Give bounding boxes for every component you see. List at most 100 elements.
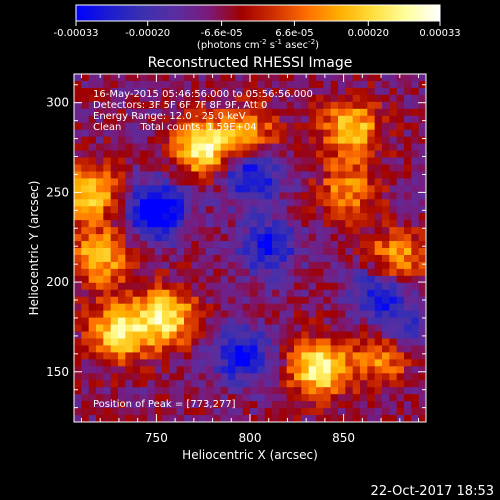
heatmap-cell — [367, 122, 376, 131]
heatmap-cell — [242, 108, 251, 117]
heatmap-cell — [118, 394, 126, 402]
heatmap-cell — [294, 303, 302, 312]
heatmap-cell — [286, 275, 295, 284]
heatmap-cell — [198, 101, 207, 110]
heatmap-cell — [382, 234, 390, 242]
heatmap-cell — [140, 282, 148, 291]
heatmap-cell — [279, 220, 288, 228]
heatmap-cell — [250, 143, 258, 151]
heatmap-cell — [147, 296, 156, 305]
heatmap-cell — [396, 101, 405, 110]
heatmap-cell — [316, 129, 324, 138]
heatmap-cell — [81, 108, 90, 117]
heatmap-cell — [250, 387, 258, 395]
heatmap-cell — [125, 206, 134, 214]
heatmap-cell — [374, 108, 383, 117]
heatmap-cell — [389, 331, 398, 339]
heatmap-cell — [286, 206, 295, 214]
heatmap-cell — [228, 178, 236, 186]
heatmap-cell — [374, 268, 383, 277]
heatmap-cell — [360, 74, 368, 82]
heatmap-cell — [272, 275, 280, 284]
heatmap-cell — [81, 324, 90, 332]
heatmap-cell — [330, 331, 339, 339]
heatmap-cell — [81, 164, 90, 172]
heatmap-cell — [147, 80, 156, 89]
heatmap-cell — [206, 359, 214, 367]
heatmap-cell — [235, 157, 244, 165]
heatmap-cell — [206, 178, 214, 186]
heatmap-cell — [74, 394, 82, 402]
heatmap-cell — [360, 373, 368, 381]
heatmap-cell — [345, 157, 354, 165]
heatmap-cell — [235, 331, 244, 339]
heatmap-cell — [352, 254, 361, 263]
heatmap-cell — [418, 331, 427, 339]
heatmap-cell — [411, 282, 420, 291]
heatmap-cell — [272, 331, 280, 339]
heatmap-cell — [323, 401, 332, 409]
heatmap-cell — [338, 115, 346, 124]
heatmap-cell — [96, 206, 104, 214]
heatmap-cell — [235, 234, 244, 242]
heatmap-cell — [198, 164, 207, 172]
heatmap-cell — [213, 408, 222, 416]
heatmap-cell — [103, 80, 112, 89]
heatmap-cell — [242, 192, 251, 200]
heatmap-cell — [110, 268, 119, 277]
heatmap-cell — [125, 74, 134, 82]
heatmap-cell — [96, 129, 104, 138]
heatmap-cell — [411, 150, 420, 158]
heatmap-cell — [286, 338, 295, 346]
heatmap-cell — [206, 303, 214, 312]
heatmap-cell — [228, 74, 236, 82]
heatmap-cell — [411, 227, 420, 235]
heatmap-cell — [228, 310, 236, 318]
heatmap-cell — [110, 359, 119, 367]
heatmap-cell — [250, 289, 258, 298]
heatmap-cell — [367, 136, 376, 144]
heatmap-cell — [206, 241, 214, 249]
heatmap-cell — [118, 338, 126, 346]
heatmap-cell — [198, 380, 207, 388]
heatmap-cell — [352, 296, 361, 305]
heatmap-cell — [360, 352, 368, 360]
heatmap-cell — [250, 324, 258, 332]
heatmap-cell — [308, 164, 317, 172]
heatmap-cell — [169, 80, 178, 89]
heatmap-cell — [198, 185, 207, 193]
heatmap-cell — [96, 275, 104, 284]
heatmap-cell — [235, 268, 244, 277]
heatmap-cell — [330, 303, 339, 312]
heatmap-cell — [294, 192, 302, 200]
heatmap-cell — [272, 352, 280, 360]
heatmap-cell — [396, 310, 405, 318]
heatmap-cell — [382, 366, 390, 374]
heatmap-cell — [81, 157, 90, 165]
heatmap-cell — [103, 254, 112, 263]
heatmap-cell — [418, 352, 427, 360]
heatmap-cell — [213, 415, 222, 423]
heatmap-cell — [74, 310, 82, 318]
heatmap-cell — [110, 317, 119, 325]
heatmap-cell — [88, 408, 97, 416]
heatmap-cell — [154, 185, 163, 193]
heatmap-cell — [235, 317, 244, 325]
heatmap-cell — [382, 317, 390, 325]
heatmap-cell — [169, 241, 178, 249]
heatmap-cell — [198, 248, 207, 256]
heatmap-cell — [213, 143, 222, 151]
heatmap-cell — [330, 275, 339, 284]
heatmap-cell — [132, 415, 141, 423]
heatmap-cell — [330, 157, 339, 165]
heatmap-cell — [389, 122, 398, 131]
heatmap-cell — [382, 352, 390, 360]
heatmap-cell — [272, 289, 280, 298]
heatmap-cell — [389, 80, 398, 89]
heatmap-cell — [257, 136, 266, 144]
heatmap-cell — [301, 345, 310, 353]
heatmap-cell — [176, 234, 185, 242]
heatmap-cell — [184, 129, 192, 138]
heatmap-cell — [147, 234, 156, 242]
